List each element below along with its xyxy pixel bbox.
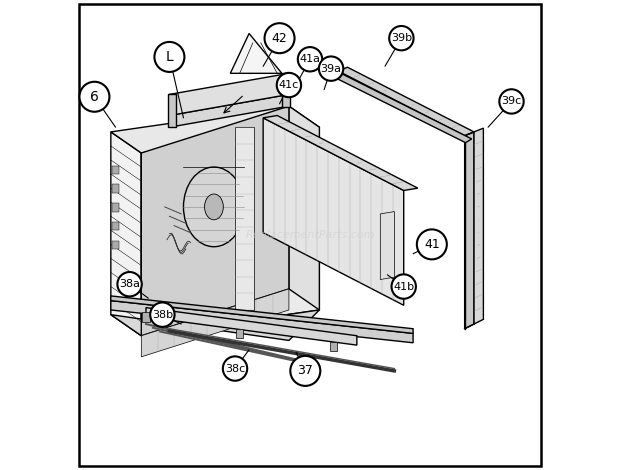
Text: 37: 37 (298, 364, 313, 377)
Polygon shape (464, 132, 474, 329)
Polygon shape (263, 116, 418, 190)
Circle shape (223, 356, 247, 381)
Polygon shape (141, 289, 289, 357)
Bar (112, 241, 119, 249)
Text: 42: 42 (272, 31, 288, 45)
Text: L: L (166, 50, 174, 64)
Text: 38c: 38c (225, 364, 245, 374)
Bar (112, 203, 119, 212)
Text: 41b: 41b (393, 282, 414, 291)
Circle shape (499, 89, 524, 114)
Polygon shape (141, 106, 289, 336)
Text: 41: 41 (424, 238, 440, 251)
Circle shape (290, 356, 321, 386)
Polygon shape (263, 118, 404, 306)
Polygon shape (111, 296, 413, 333)
Polygon shape (282, 73, 290, 107)
Circle shape (389, 26, 414, 50)
Ellipse shape (184, 167, 244, 247)
Circle shape (417, 229, 447, 259)
Polygon shape (289, 106, 319, 310)
Text: 38a: 38a (119, 279, 140, 289)
Bar (330, 342, 337, 351)
FancyBboxPatch shape (79, 4, 541, 466)
Ellipse shape (205, 194, 223, 220)
Text: ReplacementParts.com: ReplacementParts.com (246, 230, 374, 240)
Polygon shape (111, 310, 319, 340)
Circle shape (277, 73, 301, 97)
Polygon shape (141, 127, 319, 336)
Bar (112, 165, 119, 174)
Polygon shape (169, 94, 177, 127)
Polygon shape (111, 301, 413, 343)
Text: 38b: 38b (152, 310, 173, 320)
Polygon shape (146, 308, 357, 345)
Polygon shape (111, 106, 319, 153)
Text: 39c: 39c (502, 96, 521, 106)
Bar (142, 313, 150, 321)
Circle shape (298, 47, 322, 71)
Circle shape (154, 42, 184, 72)
Polygon shape (169, 94, 289, 127)
Circle shape (392, 274, 416, 299)
Polygon shape (235, 127, 254, 310)
Bar (112, 222, 119, 230)
Polygon shape (474, 128, 484, 324)
Polygon shape (231, 33, 282, 73)
Polygon shape (380, 212, 394, 280)
Text: 6: 6 (90, 90, 99, 104)
Text: 41a: 41a (299, 54, 321, 64)
Text: 41c: 41c (279, 80, 299, 90)
Bar (112, 184, 119, 193)
Polygon shape (338, 67, 474, 136)
Text: 39b: 39b (391, 33, 412, 43)
Bar (236, 329, 244, 338)
Polygon shape (336, 74, 472, 143)
Circle shape (79, 82, 110, 112)
Circle shape (117, 272, 142, 297)
Circle shape (265, 23, 294, 53)
Text: 39a: 39a (321, 63, 342, 74)
Circle shape (150, 303, 175, 327)
Polygon shape (169, 73, 289, 116)
Circle shape (319, 56, 343, 81)
Polygon shape (111, 132, 141, 336)
